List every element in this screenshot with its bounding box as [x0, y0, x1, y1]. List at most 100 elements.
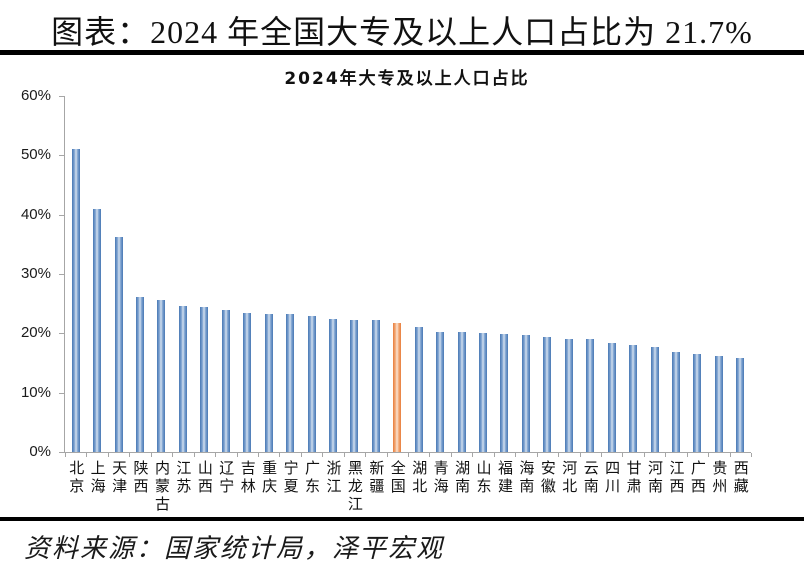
x-axis-label: 宁夏: [278, 460, 299, 501]
x-axis-label: 山西: [193, 460, 214, 501]
x-axis-label-text: 辽宁: [217, 460, 234, 496]
x-axis-label-text: 湖南: [453, 460, 470, 496]
x-axis-label: 上海: [85, 460, 106, 501]
x-axis-tick: [387, 453, 388, 457]
x-axis-label: 山东: [471, 460, 492, 501]
bar: [114, 237, 123, 452]
x-axis-label: 贵州: [707, 460, 728, 501]
bar: [93, 209, 102, 452]
x-axis-label: 福建: [493, 460, 514, 501]
bar: [371, 320, 380, 452]
x-axis-tick: [322, 453, 323, 457]
bar: [564, 339, 573, 452]
x-axis-tick: [472, 453, 473, 457]
bar: [650, 347, 659, 452]
x-axis-label-text: 黑龙江: [345, 460, 362, 514]
y-axis-tick: [59, 393, 64, 394]
x-axis-label: 陕西: [128, 460, 149, 501]
x-axis-label: 江西: [664, 460, 685, 501]
x-axis-label: 重庆: [257, 460, 278, 501]
y-axis-tick-label: 30%: [20, 265, 51, 282]
x-axis-tick: [65, 453, 66, 457]
y-axis-tick: [59, 155, 64, 156]
x-axis-label-text: 青海: [431, 460, 448, 496]
x-axis-label-text: 吉林: [238, 460, 255, 496]
x-axis-label-text: 江苏: [174, 460, 191, 496]
x-axis-label-text: 新疆: [367, 460, 384, 496]
bar: [693, 354, 702, 452]
x-axis-tick: [86, 453, 87, 457]
x-axis-label-text: 天津: [110, 460, 127, 496]
x-axis-label: 全国: [386, 460, 407, 501]
x-axis-tick: [622, 453, 623, 457]
x-axis-tick: [451, 453, 452, 457]
y-axis-tick-label: 50%: [20, 146, 51, 163]
x-axis-tick: [365, 453, 366, 457]
x-axis-label-text: 广东: [303, 460, 320, 496]
bar: [286, 314, 295, 452]
x-axis-label-text: 山东: [474, 460, 491, 496]
x-axis-label-text: 甘肃: [624, 460, 641, 496]
x-axis-label-text: 河北: [560, 460, 577, 496]
x-axis-tick: [687, 453, 688, 457]
x-axis-label: 青海: [428, 460, 449, 501]
x-axis-label-text: 湖北: [410, 460, 427, 496]
x-axis-tick: [601, 453, 602, 457]
x-axis-label-text: 贵州: [710, 460, 727, 496]
x-axis-label-text: 安徽: [538, 460, 555, 496]
y-axis-tick: [59, 215, 64, 216]
bar: [136, 297, 145, 452]
bar: [586, 339, 595, 452]
x-axis-label: 广西: [686, 460, 707, 501]
bottom-divider: [0, 517, 804, 521]
x-axis-tick: [172, 453, 173, 457]
x-axis-label-text: 内蒙古: [152, 460, 169, 514]
x-axis-label: 海南: [514, 460, 535, 501]
x-axis-label: 四川: [600, 460, 621, 501]
bar-national-highlight: [393, 323, 402, 452]
bar: [264, 314, 273, 452]
x-axis-label-text: 浙江: [324, 460, 341, 496]
x-axis-tick: [515, 453, 516, 457]
x-axis-label-text: 江西: [667, 460, 684, 496]
x-axis-label-text: 四川: [603, 460, 620, 496]
x-axis-label: 北京: [64, 460, 85, 501]
bar-chart-plot-area: [59, 96, 752, 457]
x-axis-tick: [537, 453, 538, 457]
x-axis-label: 内蒙古: [150, 460, 171, 519]
x-axis-label: 黑龙江: [343, 460, 364, 519]
x-axis-label-text: 上海: [88, 460, 105, 496]
x-axis-label: 广东: [300, 460, 321, 501]
bar: [243, 313, 252, 452]
bar: [671, 352, 680, 452]
bar: [714, 356, 723, 452]
x-axis-tick: [301, 453, 302, 457]
x-axis-label-text: 云南: [581, 460, 598, 496]
x-axis-tick: [580, 453, 581, 457]
x-axis-labels: 北京 上海 天津 陕西 内蒙古 江苏 山西 辽宁 吉林 重庆 宁夏 广东 浙江 黑龙江 新疆 全国 湖北 青海 湖南…: [64, 460, 750, 518]
y-axis-tick-label: 40%: [20, 206, 51, 223]
x-axis-tick: [129, 453, 130, 457]
x-axis-tick: [194, 453, 195, 457]
chart-title: 2024年大专及以上人口占比: [284, 69, 530, 89]
x-axis-label-text: 广西: [688, 460, 705, 496]
y-axis-tick-label: 20%: [20, 324, 51, 341]
y-axis-tick-label: 10%: [20, 384, 51, 401]
y-axis-tick-label: 60%: [20, 87, 51, 104]
bar: [479, 333, 488, 452]
x-axis-tick: [344, 453, 345, 457]
x-axis-label: 河北: [557, 460, 578, 501]
report-title: 图表：2024 年全国大专及以上人口占比为 21.7%: [51, 14, 753, 50]
x-axis-tick: [429, 453, 430, 457]
x-axis-label: 湖北: [407, 460, 428, 501]
x-axis-label-text: 全国: [388, 460, 405, 496]
bar: [629, 345, 638, 452]
bar: [414, 327, 423, 452]
x-axis-label: 西藏: [729, 460, 750, 501]
bar: [543, 337, 552, 452]
bar: [178, 306, 187, 452]
bar: [350, 320, 359, 452]
x-axis-tick: [258, 453, 259, 457]
x-axis-tick: [408, 453, 409, 457]
